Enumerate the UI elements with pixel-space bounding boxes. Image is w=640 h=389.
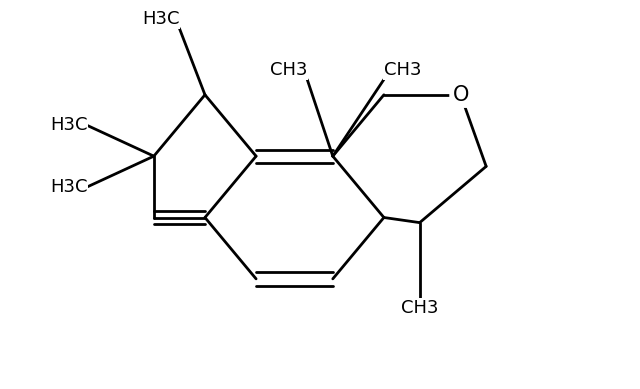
Text: H3C: H3C xyxy=(50,178,88,196)
Text: CH3: CH3 xyxy=(401,299,438,317)
Text: H3C: H3C xyxy=(142,11,179,28)
Text: CH3: CH3 xyxy=(384,61,421,79)
Text: H3C: H3C xyxy=(50,116,88,135)
Text: CH3: CH3 xyxy=(269,61,307,79)
Text: O: O xyxy=(452,85,468,105)
